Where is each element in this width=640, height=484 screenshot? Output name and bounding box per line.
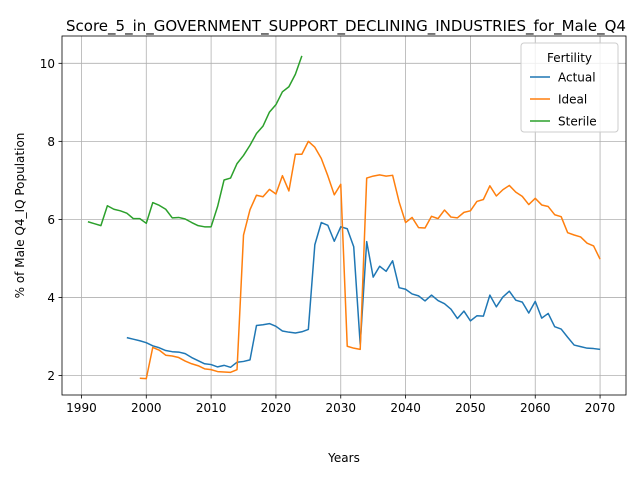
y-tick-label: 4 [47,291,55,305]
legend-label-ideal: Ideal [558,93,587,107]
x-tick-label: 2070 [585,401,616,415]
legend-title: Fertility [547,51,592,65]
x-tick-label: 1990 [66,401,97,415]
x-tick-label: 2040 [390,401,421,415]
x-tick-label: 2010 [196,401,227,415]
y-tick-label: 2 [47,369,55,383]
chart-title: Score_5_in_GOVERNMENT_SUPPORT_DECLINING_… [66,17,626,36]
x-axis-label: Years [327,451,360,465]
y-tick-label: 6 [47,213,55,227]
x-tick-label: 2030 [325,401,356,415]
legend-label-actual: Actual [558,71,596,85]
x-tick-label: 2050 [455,401,486,415]
x-tick-label: 2000 [131,401,162,415]
legend-label-sterile: Sterile [558,115,597,129]
legend-items: Actual Ideal Sterile [530,71,597,129]
series-line-actual [126,221,601,369]
x-tick-label: 2020 [261,401,292,415]
y-tick-label: 8 [47,135,55,149]
legend: Fertility Actual Ideal Sterile [520,42,619,133]
x-tick-label: 2060 [520,401,551,415]
series-group [87,55,601,380]
series-line-sterile [87,55,303,228]
legend-box [520,42,619,133]
y-tick-label: 10 [40,57,55,71]
y-axis-label: % of Male Q4_IQ Population [13,133,27,299]
plot-frame [61,35,627,396]
series-line-ideal [139,140,601,380]
axis-ticks: 1990 2000 2010 2020 2030 2040 2050 2060 2070 2 4 6 8… [40,57,616,415]
